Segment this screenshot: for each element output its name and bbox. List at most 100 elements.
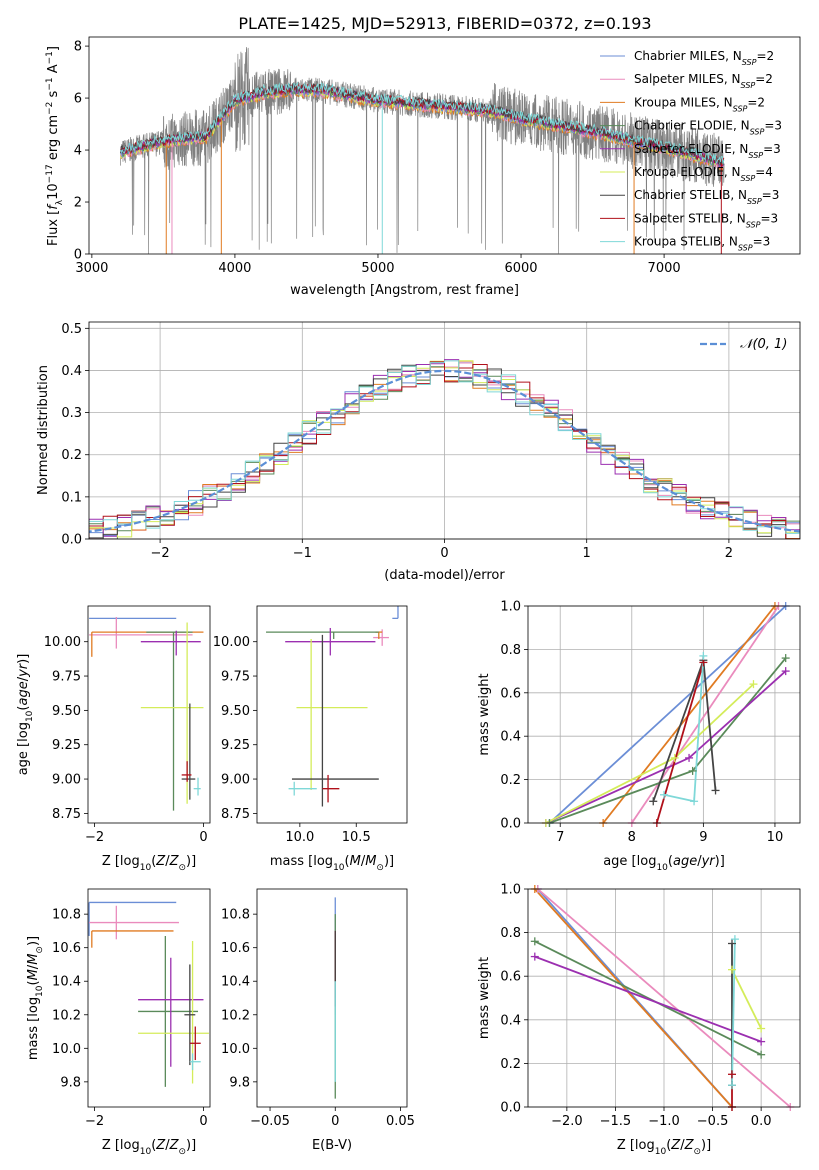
label-part: ( xyxy=(26,980,41,985)
axes-frame xyxy=(88,36,801,255)
y-tick-label: 1.0 xyxy=(500,600,521,615)
panel-spectrum: 3000 4000 5000 6000 7000 0 2 4 6 8 wavelength [Ang… xyxy=(45,36,801,298)
label-part: SSP xyxy=(733,104,748,113)
x-tick-label: 2 xyxy=(725,546,733,561)
y-tick-label: 0.5 xyxy=(61,322,82,337)
weight-line-5 xyxy=(731,969,762,1029)
label-part: mass [log xyxy=(26,997,41,1060)
label-part: M xyxy=(26,969,41,980)
label-part: A xyxy=(46,64,61,77)
label-part: ⊙ xyxy=(178,863,186,873)
label-part: / xyxy=(697,854,702,869)
label-part: ( xyxy=(151,1138,156,1153)
x-tick-label: 0 xyxy=(199,1114,207,1129)
label-part: Salpeter MILES, N xyxy=(634,72,741,86)
y-tick-label: 10.8 xyxy=(221,908,250,923)
y-tick-label: 0.8 xyxy=(500,926,521,941)
label-part: ⊙ xyxy=(376,863,384,873)
axes-frame xyxy=(87,605,211,824)
weight-line-5 xyxy=(545,683,755,823)
label-part: =3 xyxy=(753,235,771,249)
label-part: −2 xyxy=(45,102,55,115)
label-part: SSP xyxy=(741,81,756,90)
x-tick-label: −1.0 xyxy=(648,1114,680,1129)
legend-entry: 𝒩(0, 1) xyxy=(740,337,787,352)
axes-frame xyxy=(527,888,801,1108)
label-part: SSP xyxy=(742,58,757,67)
label-part: Chabrier STELIB, N xyxy=(634,188,747,202)
x-tick-label: 0 xyxy=(199,830,207,845)
axes-frame xyxy=(88,321,801,540)
label-part: 10 xyxy=(140,863,152,873)
label-part: / xyxy=(165,854,170,869)
label-part: 10 xyxy=(46,183,61,200)
label-part: −1 xyxy=(45,51,55,64)
y-tick-label: 0.6 xyxy=(500,970,521,985)
panel-residuals: −2 −1 0 1 2 0.0 0.1 0.2 0.3 0.4 0.5 (data-model)/er… xyxy=(36,321,801,583)
label-part: =3 xyxy=(762,188,780,202)
label-part: E(B-V) xyxy=(312,1138,352,1153)
x-tick-label: −0.5 xyxy=(697,1114,729,1129)
y-tick-label: 0 xyxy=(74,248,82,263)
y-tick-label: 8.75 xyxy=(52,807,81,822)
label-part: ( xyxy=(666,1138,671,1153)
y-tick-label: 9.25 xyxy=(52,738,81,753)
x-tick-label: 0.0 xyxy=(751,1114,772,1129)
x-axis-label: E(B-V) xyxy=(312,1138,352,1153)
y-tick-label: 9.75 xyxy=(52,670,81,685)
weight-line-4 xyxy=(545,670,787,823)
x-axis-label: wavelength [Angstrom, rest frame] xyxy=(290,283,519,298)
label-part: =4 xyxy=(755,165,773,179)
y-tick-label: 9.25 xyxy=(221,738,250,753)
label-part: )] xyxy=(26,936,41,946)
label-part: ⊙ xyxy=(178,1147,186,1157)
label-part: Kroupa ELODIE, N xyxy=(634,165,741,179)
weight-line-4 xyxy=(534,955,762,1043)
label-part: age xyxy=(673,854,697,869)
label-part: Kroupa MILES, N xyxy=(634,95,733,109)
label-part: SSP xyxy=(748,150,763,159)
plot-area xyxy=(266,606,399,807)
label-part: −17 xyxy=(45,164,55,183)
label-part: yr xyxy=(16,662,31,678)
label-part: SSP xyxy=(741,174,756,183)
y-tick-label: 0.2 xyxy=(500,773,521,788)
x-tick-label: 8 xyxy=(628,830,636,845)
y-tick-label: 0.3 xyxy=(61,406,82,421)
label-part: M xyxy=(350,854,361,869)
y-tick-label: 0.1 xyxy=(61,490,82,505)
histogram-4 xyxy=(89,359,800,537)
label-part: / xyxy=(680,1138,685,1153)
label-part: Chabrier ELODIE, N xyxy=(634,119,750,133)
weight-line-1 xyxy=(537,889,791,1107)
y-axis-label: mass weight xyxy=(477,957,492,1039)
figure-title: PLATE=1425, MJD=52913, FIBERID=0372, z=0… xyxy=(238,14,651,33)
y-axis-label: mass weight xyxy=(477,673,492,755)
label-part: 10 xyxy=(35,985,45,997)
label-part: =2 xyxy=(755,72,773,86)
label-part: ( xyxy=(345,854,350,869)
y-axis-label: Flux [fλ10−17 erg cm−2 s−1 A−1] xyxy=(45,46,65,246)
x-tick-label: 6000 xyxy=(504,261,537,276)
label-part: )] xyxy=(16,654,31,664)
label-part: 10 xyxy=(333,863,345,873)
axes-frame xyxy=(87,888,211,1108)
label-part: f xyxy=(46,203,61,210)
label-part: / xyxy=(26,964,41,969)
legend-entry: Kroupa STELIB, NSSP=3 xyxy=(634,235,770,253)
label-part: 10 xyxy=(25,710,35,722)
label-part: ⊙ xyxy=(35,946,45,954)
plot-area xyxy=(534,889,791,1107)
label-part: Z xyxy=(169,854,180,869)
x-axis-label: Z [log10(Z/Z⊙)] xyxy=(102,1138,196,1157)
label-part: Z xyxy=(155,854,166,869)
x-tick-label: 3000 xyxy=(75,261,108,276)
plot-area xyxy=(89,359,800,539)
x-axis-label: mass [log10(M/M⊙)] xyxy=(270,854,394,873)
x-tick-label: 10.0 xyxy=(285,830,314,845)
label-part: )] xyxy=(186,854,196,869)
legend-entry: Chabrier ELODIE, NSSP=3 xyxy=(634,119,782,137)
